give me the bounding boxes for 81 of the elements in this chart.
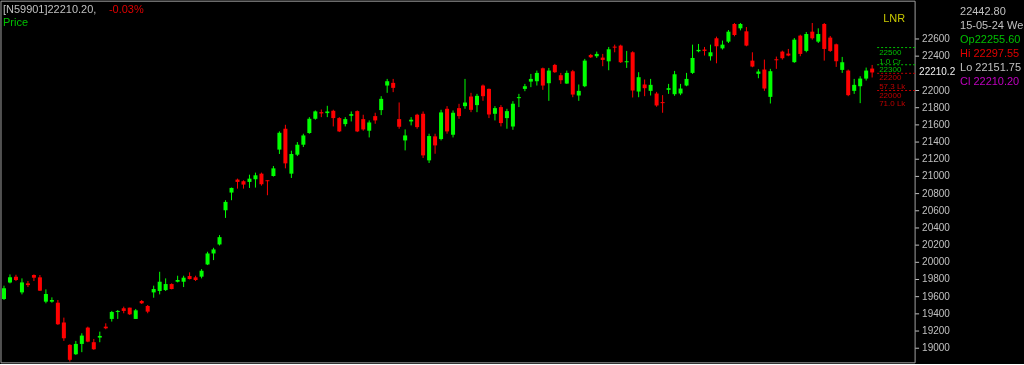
candlestick [445,105,450,135]
y-tick-label: 22400 [922,50,951,62]
candlestick [355,109,360,133]
y-tick-label: 22000 [922,84,951,96]
ref-line-label: 22000 [879,90,902,100]
candlestick [546,67,551,102]
candlestick [714,36,719,64]
candlestick [690,44,695,75]
y-tick-label: 20000 [922,256,951,268]
candlestick [157,271,162,295]
candlestick [403,128,408,151]
candlestick [522,83,527,92]
y-tick-label: 19600 [922,290,951,302]
candlestick [469,92,474,113]
annotation: -0.03% [108,3,144,16]
candlestick [13,274,18,282]
candlestick [277,130,282,155]
y-tick-label: 19800 [922,273,951,285]
candlestick [474,93,479,113]
annotation: Price [3,16,28,29]
y-tick-label: 20800 [922,187,951,199]
y-tick-label: 20600 [922,204,951,216]
candlestick [534,70,539,87]
y-tick-label: 19000 [922,342,951,354]
candlestick [516,93,521,108]
candlestick [31,273,36,282]
text: Cl 22210.20 [960,75,1020,88]
candlestick [570,69,575,98]
candlestick [774,56,779,70]
candlestick [804,31,809,53]
text: LNR [883,12,906,25]
y-tick-label: 21000 [922,170,951,182]
candlestick [492,105,497,121]
ref-line-label: 22500 [879,47,902,57]
candlestick [858,75,863,104]
text: Lo 22151.75 [960,61,1022,74]
annotation: [N59901]22210.20, [3,3,97,16]
text: 71.0 Lk [879,99,906,109]
candlestick [504,108,509,130]
candlestick [25,280,30,288]
candlestick [79,332,84,353]
candlestick [528,73,533,88]
candlestick [618,44,623,64]
y-tick-label: 21800 [922,101,951,113]
y-tick-label: 19200 [922,325,951,337]
candlestick [792,37,797,64]
candlestick [624,50,629,69]
text: 22210.2 [919,66,956,78]
y-tick-label: 21200 [922,153,951,165]
y-tick-label: 19400 [922,307,951,319]
candlestick [451,109,456,138]
text: Op22255.60 [960,33,1021,46]
candlestick [265,179,270,196]
candlestick [457,103,462,120]
y-tick-label: 22600 [922,32,951,44]
candlestick [798,34,803,57]
candlestick [397,101,402,130]
text: 15-05-24 We [960,19,1024,32]
text: 57.3 Lk [879,82,906,92]
text: 22442.80 [960,5,1006,18]
y-tick-label: 21400 [922,136,951,148]
ref-line-label: 22300 [879,64,902,74]
candlestick [636,71,641,98]
y-tick-label: 20400 [922,221,951,233]
candlestick [433,133,438,155]
candlestick [498,104,503,127]
candlestick [61,317,66,342]
candlestick [379,95,384,116]
candlestick [49,296,54,304]
candlestick [510,100,515,131]
candlestick [762,59,767,92]
candlestick [660,94,665,114]
y-tick-label: 20200 [922,239,951,251]
y-tick-label: 21600 [922,118,951,130]
candlestick [606,46,611,71]
ref-line-label: 22200 [879,73,902,83]
candlestick [55,299,60,326]
candlestick [672,70,677,97]
candlestick [289,150,294,179]
text: Hi 22297.55 [960,47,1020,60]
text: 1.0 Cr [879,56,902,66]
